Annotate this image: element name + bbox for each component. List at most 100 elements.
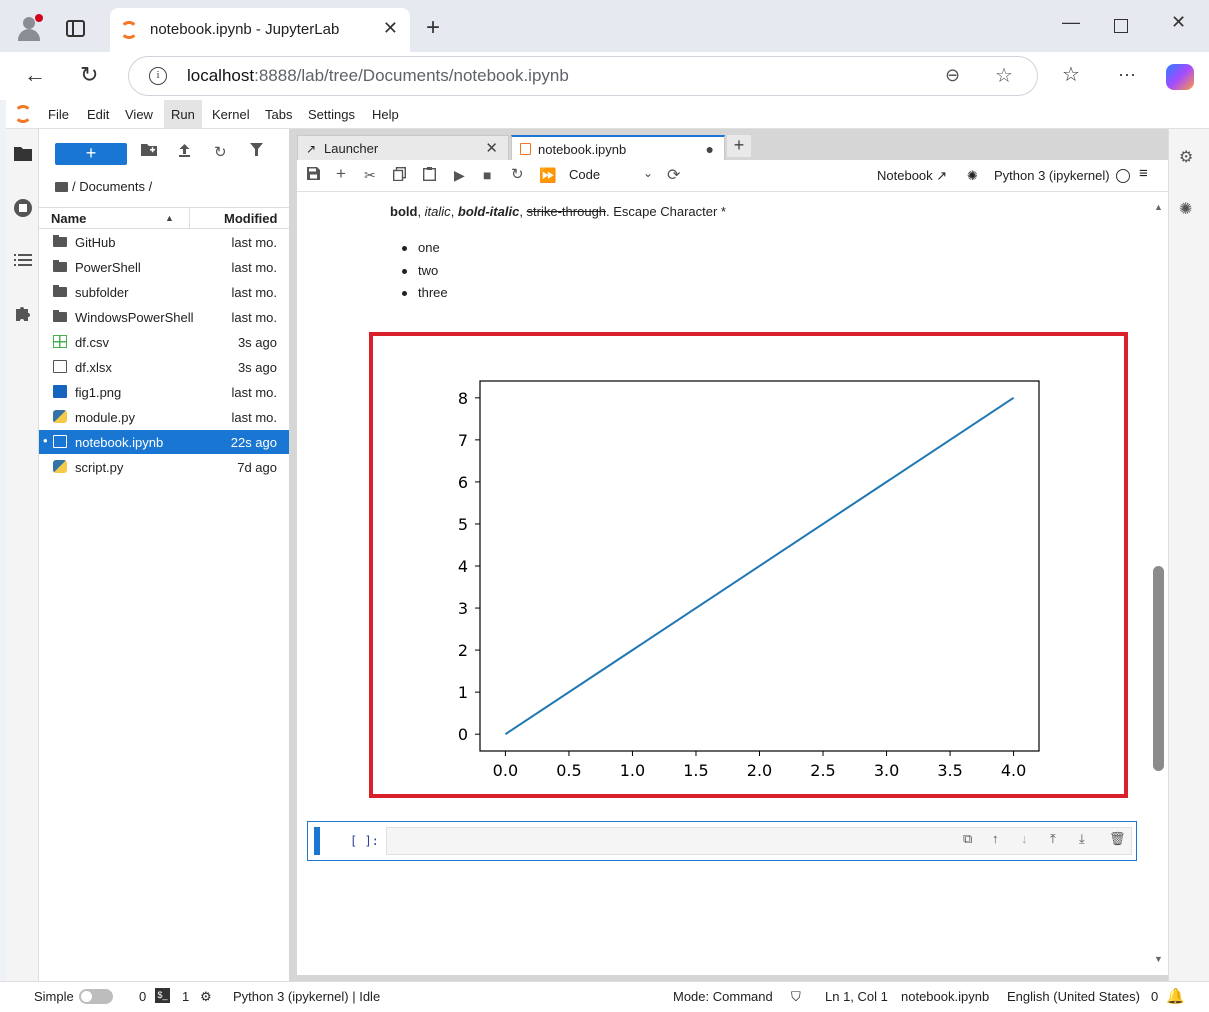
- cut-icon[interactable]: ✂: [364, 167, 376, 183]
- vertical-scrollbar[interactable]: ▲ ▼: [1150, 192, 1168, 975]
- close-tab-icon[interactable]: ✕: [485, 140, 498, 157]
- new-launcher-button[interactable]: +: [55, 143, 127, 165]
- file-row-selected[interactable]: • notebook.ipynb 22s ago: [39, 430, 289, 454]
- trust-shield-icon[interactable]: ⛉: [791, 989, 801, 1004]
- table-of-contents-icon[interactable]: [13, 251, 33, 271]
- insert-above-icon[interactable]: ⤒: [1050, 831, 1056, 846]
- tab-notebook[interactable]: notebook.ipynb ●: [511, 135, 725, 161]
- file-row[interactable]: WindowsPowerShell last mo.: [39, 305, 289, 329]
- file-row[interactable]: subfolder last mo.: [39, 280, 289, 304]
- add-tab-icon[interactable]: +: [727, 135, 751, 157]
- paste-icon[interactable]: [422, 167, 437, 184]
- url-text[interactable]: localhost:8888/lab/tree/Documents/notebo…: [187, 66, 569, 86]
- filter-icon[interactable]: [250, 143, 263, 160]
- kernel-status[interactable]: Python 3 (ipykernel) | Idle: [233, 989, 381, 1004]
- reload-icon[interactable]: ↻: [80, 62, 99, 87]
- sort-ascending-icon[interactable]: ▲: [165, 213, 174, 223]
- insert-below-icon[interactable]: ⤓: [1079, 831, 1085, 846]
- file-row[interactable]: PowerShell last mo.: [39, 255, 289, 279]
- close-tab-icon[interactable]: ✕: [382, 18, 398, 38]
- menu-help[interactable]: Help: [372, 107, 399, 122]
- more-menu-icon[interactable]: ···: [1118, 64, 1136, 84]
- restart-run-all-icon[interactable]: ⏩: [539, 167, 557, 183]
- copy-icon[interactable]: [392, 166, 407, 184]
- file-row[interactable]: module.py last mo.: [39, 405, 289, 429]
- copilot-icon[interactable]: [1166, 64, 1194, 90]
- favorite-star-icon[interactable]: ☆: [995, 65, 1013, 87]
- file-name: df.csv: [75, 335, 109, 350]
- browser-tab[interactable]: notebook.ipynb - JupyterLab ✕: [110, 8, 410, 52]
- cell-type-select[interactable]: Code ⌄: [569, 166, 653, 182]
- file-browser-panel: + ↻ / Documents / Name ▲ Modified GitHub…: [39, 129, 289, 981]
- terminal-icon[interactable]: $_: [155, 988, 170, 1003]
- file-browser-icon[interactable]: [13, 145, 33, 165]
- file-row[interactable]: df.csv 3s ago: [39, 330, 289, 354]
- scroll-up-icon[interactable]: ▲: [1154, 202, 1163, 212]
- delete-cell-icon[interactable]: 🗑: [1109, 831, 1126, 846]
- run-icon[interactable]: ▶: [454, 167, 465, 183]
- open-in-notebook-button[interactable]: Notebook ↗: [877, 168, 947, 184]
- file-row[interactable]: script.py 7d ago: [39, 455, 289, 479]
- refresh-icon[interactable]: ↻: [214, 144, 227, 161]
- new-folder-icon[interactable]: [141, 143, 157, 160]
- language[interactable]: English (United States): [1007, 989, 1140, 1004]
- panel-splitter[interactable]: [289, 129, 297, 981]
- extension-manager-icon[interactable]: [13, 304, 33, 324]
- address-bar[interactable]: i localhost:8888/lab/tree/Documents/note…: [128, 56, 1038, 96]
- menu-edit[interactable]: Edit: [87, 107, 110, 122]
- insert-cell-icon[interactable]: +: [336, 164, 346, 183]
- cell-input[interactable]: [386, 827, 1132, 855]
- favorites-icon[interactable]: ☆: [1062, 64, 1080, 86]
- running-sessions-icon[interactable]: [13, 198, 33, 218]
- scroll-down-icon[interactable]: ▼: [1154, 954, 1163, 964]
- file-row[interactable]: fig1.png last mo.: [39, 380, 289, 404]
- home-folder-icon[interactable]: [55, 182, 68, 192]
- debugger-icon[interactable]: ✺: [967, 168, 978, 183]
- kernel-icon[interactable]: ⚙: [200, 989, 212, 1004]
- menu-run[interactable]: Run: [164, 100, 202, 128]
- format-icon[interactable]: ⟳: [667, 167, 681, 184]
- debugger-panel-icon[interactable]: ✺: [1179, 201, 1193, 218]
- menu-icon[interactable]: ≡: [1139, 165, 1148, 182]
- scrollbar-thumb[interactable]: [1153, 566, 1164, 771]
- unsaved-dot-icon[interactable]: ●: [705, 141, 714, 157]
- column-modified[interactable]: Modified: [189, 208, 289, 228]
- maximize-icon[interactable]: [1114, 19, 1128, 33]
- file-row[interactable]: GitHub last mo.: [39, 230, 289, 254]
- site-info-icon[interactable]: i: [149, 67, 167, 85]
- terminal-count[interactable]: 0: [139, 989, 147, 1004]
- duplicate-cell-icon[interactable]: ⧉: [963, 831, 973, 846]
- breadcrumb[interactable]: / Documents /: [55, 179, 152, 194]
- cursor-position[interactable]: Ln 1, Col 1: [825, 989, 888, 1004]
- tab-launcher[interactable]: ↗ Launcher ✕: [297, 135, 509, 161]
- kernel-count[interactable]: 1: [182, 989, 190, 1004]
- zoom-icon[interactable]: ⊖: [945, 65, 961, 85]
- upload-icon[interactable]: [178, 143, 191, 161]
- menu-tabs[interactable]: Tabs: [265, 107, 293, 122]
- menu-file[interactable]: File: [48, 107, 69, 122]
- breadcrumb-path[interactable]: / Documents /: [72, 179, 153, 194]
- simple-mode-toggle[interactable]: [79, 989, 113, 1004]
- kernel-name[interactable]: Python 3 (ipykernel): [994, 168, 1110, 183]
- back-icon[interactable]: ←: [24, 62, 46, 87]
- move-up-icon[interactable]: ↑: [992, 831, 999, 846]
- profile-icon[interactable]: [16, 14, 43, 42]
- minimize-icon[interactable]: —: [1062, 12, 1080, 32]
- property-inspector-icon[interactable]: ⚙: [1179, 149, 1194, 166]
- restart-icon[interactable]: ↻: [511, 166, 524, 183]
- bell-icon[interactable]: 🔔: [1166, 988, 1185, 1005]
- save-icon[interactable]: [307, 167, 320, 183]
- close-window-icon[interactable]: ✕: [1171, 12, 1187, 32]
- menu-kernel[interactable]: Kernel: [212, 107, 250, 122]
- menu-view[interactable]: View: [125, 107, 153, 122]
- notification-count[interactable]: 0: [1151, 989, 1159, 1004]
- move-down-icon[interactable]: ↓: [1021, 831, 1028, 846]
- notebook-label: Notebook: [877, 168, 933, 183]
- file-row[interactable]: df.xlsx 3s ago: [39, 355, 289, 379]
- stop-icon[interactable]: ■: [483, 167, 492, 183]
- new-tab-icon[interactable]: +: [426, 14, 441, 41]
- menu-settings[interactable]: Settings: [308, 107, 355, 122]
- column-name[interactable]: Name: [51, 211, 87, 226]
- code-cell[interactable]: [ ]: ⧉ ↑ ↓ ⤒ ⤓ 🗑: [307, 821, 1137, 861]
- tab-actions-icon[interactable]: [66, 20, 85, 37]
